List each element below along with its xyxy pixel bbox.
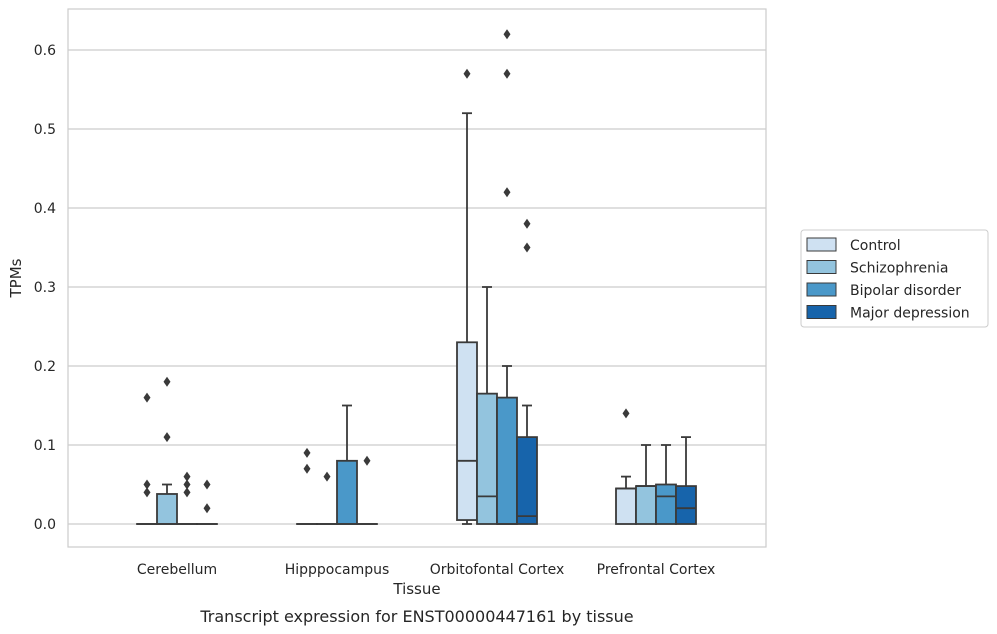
chart-caption: Transcript expression for ENST0000044716… bbox=[199, 607, 633, 626]
outlier-point bbox=[203, 503, 211, 514]
box-1-2 bbox=[336, 404, 358, 525]
box-1-0 bbox=[296, 447, 318, 525]
x-tick-label: Cerebellum bbox=[137, 562, 217, 578]
box-iqr bbox=[156, 493, 178, 525]
y-tick-label: 0.6 bbox=[34, 43, 56, 59]
outlier-point bbox=[523, 242, 531, 253]
outlier-point bbox=[503, 68, 511, 79]
outlier-point bbox=[363, 455, 371, 466]
y-tick-label: 0.0 bbox=[34, 517, 56, 533]
box-iqr bbox=[675, 485, 697, 525]
outlier-point bbox=[143, 487, 151, 498]
outlier-point bbox=[183, 479, 191, 490]
legend-label: Control bbox=[850, 238, 901, 254]
outlier-point bbox=[463, 68, 471, 79]
legend-swatch bbox=[806, 260, 837, 274]
outlier-point bbox=[503, 187, 511, 198]
outlier-point bbox=[163, 376, 171, 387]
legend-frame bbox=[800, 229, 989, 328]
outlier-point bbox=[303, 447, 311, 458]
y-tick-label: 0.2 bbox=[34, 359, 56, 375]
legend-label: Schizophrenia bbox=[850, 261, 948, 277]
outlier-point bbox=[303, 463, 311, 474]
box-iqr bbox=[516, 436, 538, 525]
box-iqr bbox=[476, 392, 498, 525]
box-iqr bbox=[496, 396, 518, 525]
legend-label: Bipolar disorder bbox=[850, 283, 961, 299]
box-iqr bbox=[635, 485, 657, 525]
box-iqr bbox=[336, 459, 358, 525]
plot-area-frame bbox=[67, 8, 767, 548]
legend-label: Major depression bbox=[850, 306, 970, 322]
y-tick-label: 0.1 bbox=[34, 438, 56, 454]
outlier-point bbox=[163, 432, 171, 443]
box-1-3 bbox=[356, 455, 378, 525]
box-2-1 bbox=[476, 286, 498, 525]
outlier-point bbox=[503, 29, 511, 40]
legend: Control Schizophrenia Bipolar disorder Majo… bbox=[800, 229, 989, 328]
y-tick-label: 0.4 bbox=[34, 201, 56, 217]
outlier-point bbox=[523, 218, 531, 229]
legend-swatch bbox=[806, 237, 837, 252]
outlier-point bbox=[183, 487, 191, 498]
x-tick-labels: Cerebellum Hipppocampus Orbitofontal Corte… bbox=[137, 562, 715, 578]
y-tick-label: 0.5 bbox=[34, 122, 56, 138]
y-tick-label: 0.3 bbox=[34, 280, 56, 296]
x-tick-label: Prefrontal Cortex bbox=[597, 562, 716, 578]
x-axis-label: Tissue bbox=[392, 580, 440, 598]
y-axis-label: TPMs bbox=[7, 258, 25, 298]
boxes-layer bbox=[136, 29, 697, 525]
legend-swatch bbox=[806, 305, 837, 319]
box-3-2 bbox=[655, 444, 677, 525]
outlier-point bbox=[323, 471, 331, 482]
box-3-0 bbox=[615, 408, 637, 525]
box-iqr bbox=[615, 487, 637, 525]
x-tick-label: Hipppocampus bbox=[285, 562, 390, 578]
box-2-0 bbox=[456, 68, 478, 525]
outlier-point bbox=[203, 479, 211, 490]
box-0-1 bbox=[156, 376, 178, 525]
box-2-3 bbox=[516, 218, 538, 525]
box-iqr bbox=[655, 483, 677, 525]
gridlines bbox=[68, 49, 766, 525]
outlier-point bbox=[143, 392, 151, 403]
outlier-point bbox=[622, 408, 630, 419]
legend-swatch bbox=[806, 282, 837, 297]
box-1-1 bbox=[316, 471, 338, 525]
box-0-3 bbox=[196, 479, 218, 525]
outlier-point bbox=[143, 479, 151, 490]
y-tick-labels: 0.0 0.1 0.2 0.3 0.4 0.5 0.6 bbox=[34, 43, 56, 533]
box-iqr bbox=[456, 341, 478, 521]
box-0-2 bbox=[176, 471, 198, 525]
x-tick-label: Orbitofontal Cortex bbox=[430, 562, 565, 578]
box-3-1 bbox=[635, 444, 657, 525]
box-2-2 bbox=[496, 29, 518, 525]
outlier-point bbox=[183, 471, 191, 482]
box-3-3 bbox=[675, 436, 697, 525]
